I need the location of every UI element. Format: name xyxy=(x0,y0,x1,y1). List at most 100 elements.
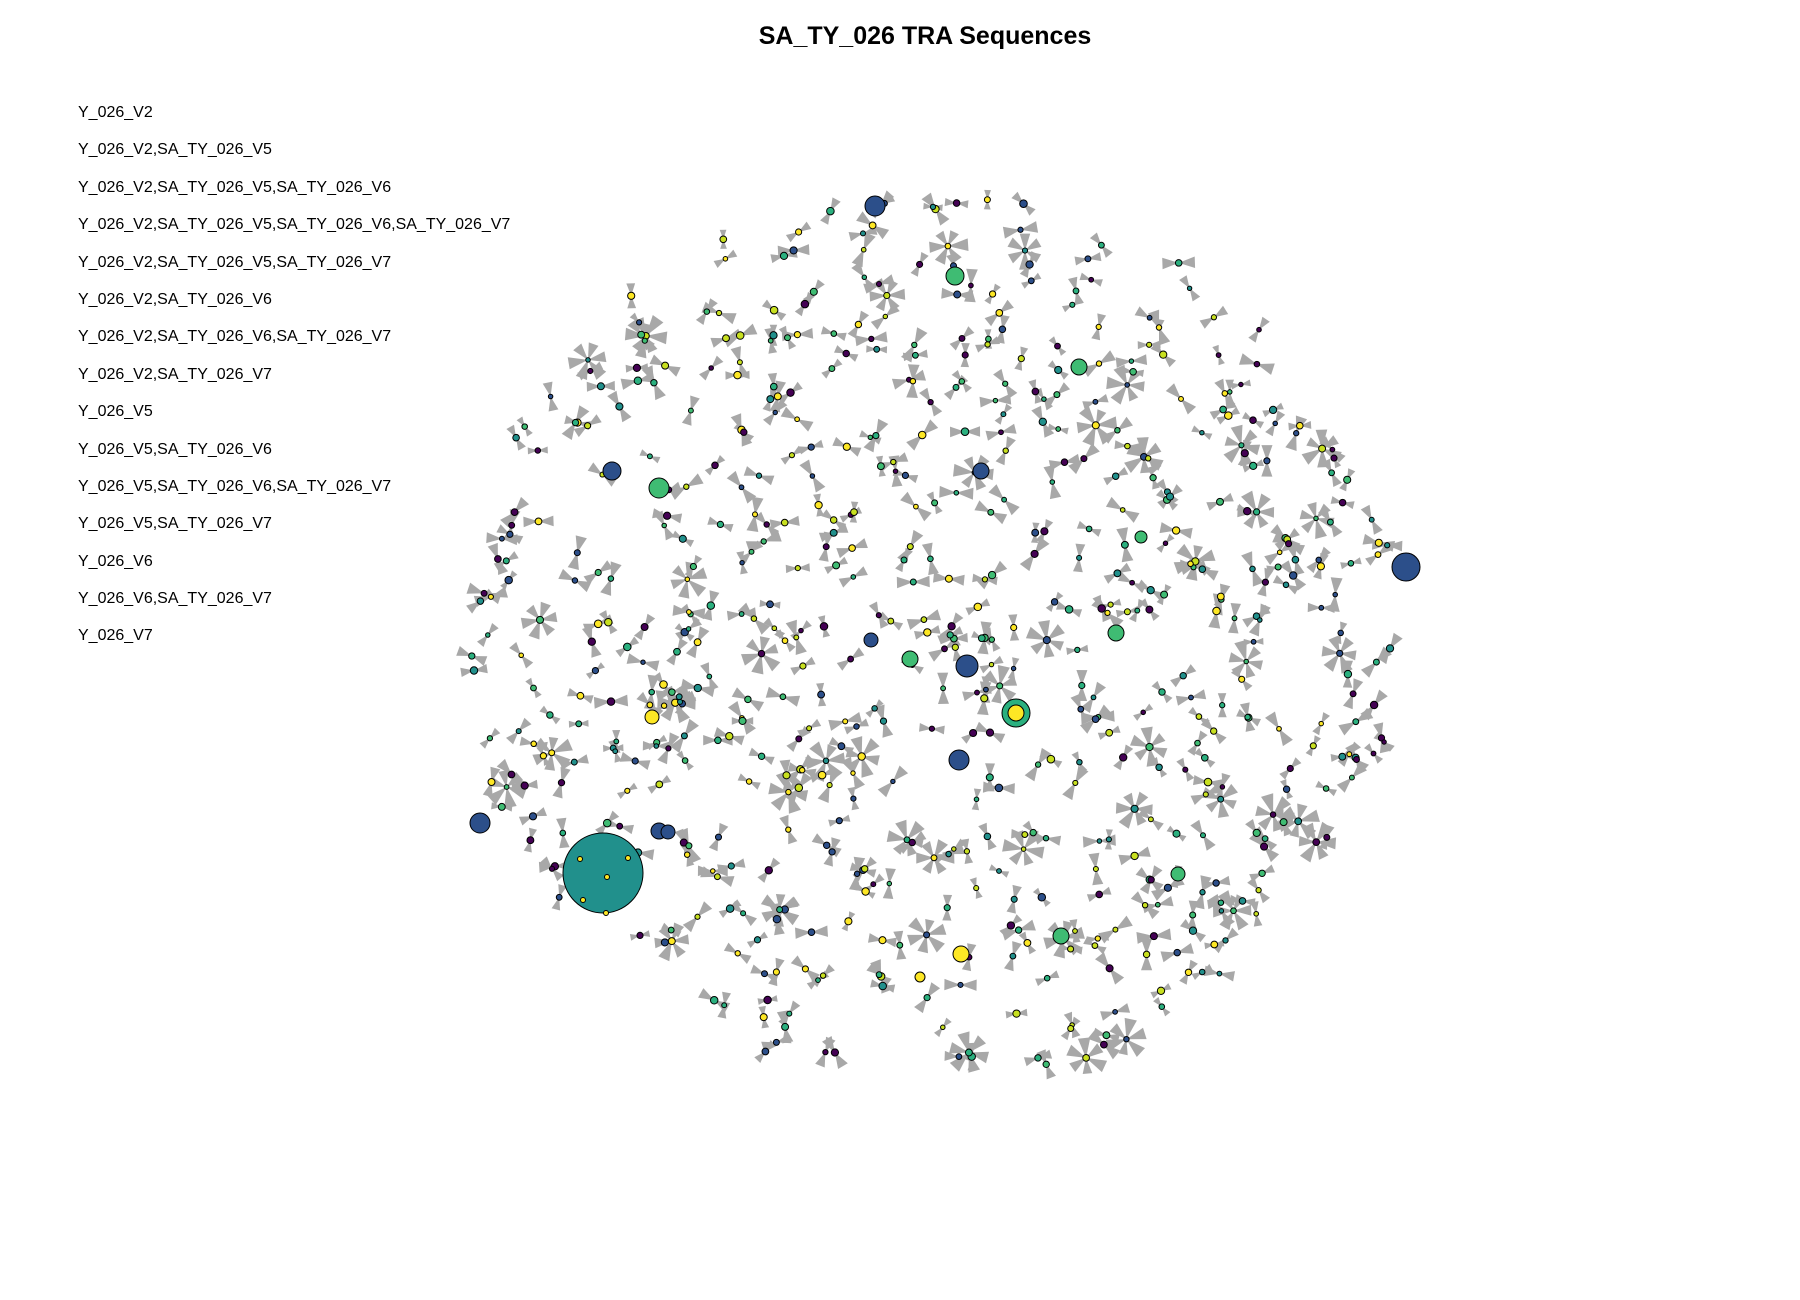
sequence-node xyxy=(1030,549,1039,558)
sequence-node xyxy=(596,382,605,391)
sequence-node xyxy=(1025,260,1034,269)
edge xyxy=(741,653,762,666)
edge xyxy=(688,608,706,620)
sequence-node xyxy=(1001,496,1007,503)
edge xyxy=(1360,705,1375,721)
sequence-node xyxy=(499,535,505,542)
edge xyxy=(687,567,708,580)
edge xyxy=(669,735,685,753)
edge xyxy=(983,627,992,640)
edge xyxy=(612,730,621,742)
edge xyxy=(1105,496,1123,510)
edge xyxy=(761,653,781,672)
edge xyxy=(1162,257,1179,270)
edge xyxy=(891,471,903,487)
edge xyxy=(763,617,775,629)
edge xyxy=(789,1000,801,1014)
edge xyxy=(1206,501,1220,511)
sequence-node xyxy=(955,1053,963,1060)
sequence-node xyxy=(972,462,990,480)
edge xyxy=(1082,425,1096,447)
sequence-node xyxy=(911,351,919,359)
edge xyxy=(1116,527,1128,545)
edge xyxy=(788,790,809,802)
legend-entry: Y_026_V6,SA_TY_026_V7 xyxy=(78,590,272,608)
edge xyxy=(749,781,761,790)
edge xyxy=(1004,499,1020,516)
edge xyxy=(768,340,778,354)
edge xyxy=(1330,577,1343,595)
edge xyxy=(1088,852,1100,869)
edge xyxy=(1259,603,1271,620)
edge xyxy=(1239,702,1250,718)
edge xyxy=(1317,448,1329,468)
sequence-node xyxy=(1010,895,1018,903)
edge xyxy=(861,756,874,778)
edge xyxy=(1294,559,1305,576)
edge xyxy=(1082,836,1100,848)
edge xyxy=(779,759,791,776)
edge xyxy=(493,560,507,571)
sequence-node xyxy=(996,682,1004,690)
sequence-node xyxy=(1040,527,1049,536)
sequence-node xyxy=(571,577,579,584)
edge xyxy=(1095,394,1109,403)
edge xyxy=(1129,610,1138,623)
edge xyxy=(639,449,650,457)
edge xyxy=(836,548,853,559)
sequence-node xyxy=(693,638,702,647)
sequence-node xyxy=(964,1048,973,1057)
sequence-node xyxy=(909,578,917,586)
sequence-node xyxy=(1216,592,1225,601)
edge xyxy=(685,760,694,771)
edge xyxy=(1217,890,1234,911)
sequence-node xyxy=(1034,761,1042,768)
edge xyxy=(866,345,877,353)
edge xyxy=(985,763,995,778)
sequence-node xyxy=(725,732,734,741)
sequence-node xyxy=(819,972,827,979)
edge xyxy=(1191,689,1207,700)
edge xyxy=(934,839,948,858)
sequence-node xyxy=(1064,605,1074,614)
edge xyxy=(1160,951,1178,963)
edge xyxy=(518,717,532,732)
edge xyxy=(681,410,692,426)
sequence-node xyxy=(984,341,991,348)
edge xyxy=(1117,572,1133,583)
sequence-node xyxy=(988,636,996,643)
edge xyxy=(1287,528,1300,540)
edge xyxy=(961,381,972,393)
edge xyxy=(725,371,738,380)
edge xyxy=(869,291,887,302)
edge xyxy=(697,901,713,917)
edge xyxy=(496,758,512,775)
edge xyxy=(961,957,972,972)
edge xyxy=(538,861,555,873)
edge xyxy=(1256,363,1275,375)
edge xyxy=(934,857,947,875)
edge xyxy=(1339,650,1357,661)
edge xyxy=(1089,232,1102,246)
edge xyxy=(930,402,943,417)
sequence-node xyxy=(624,787,631,794)
sequence-node xyxy=(559,829,567,837)
sequence-node xyxy=(1293,430,1300,437)
edge xyxy=(1279,768,1291,780)
edge xyxy=(713,727,730,737)
edge xyxy=(1373,722,1384,738)
sequence-node xyxy=(983,832,992,841)
edge xyxy=(1069,1057,1087,1072)
edge xyxy=(1024,764,1039,782)
edge xyxy=(574,754,589,764)
edge xyxy=(950,426,965,438)
sequence-node xyxy=(1261,578,1269,586)
edge xyxy=(1019,233,1031,251)
edge xyxy=(1083,443,1100,459)
sequence-node xyxy=(1145,605,1154,614)
edge xyxy=(718,822,729,838)
edge xyxy=(708,837,719,852)
edge xyxy=(974,500,991,513)
edge xyxy=(519,736,534,746)
edge xyxy=(1076,670,1088,686)
